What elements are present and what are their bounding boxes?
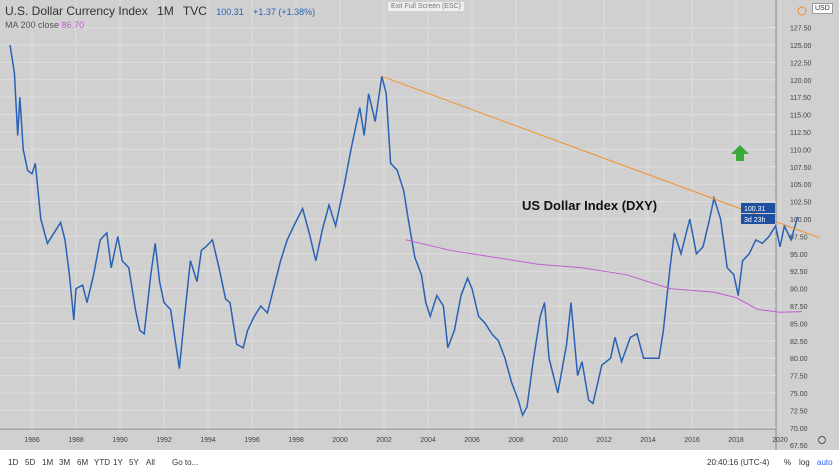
- y-tick-label: 77.50: [790, 374, 808, 381]
- y-tick-label: 87.50: [790, 304, 808, 311]
- ma-200-line: [405, 239, 803, 313]
- x-tick-label: 2010: [552, 437, 568, 444]
- y-tick-label: 67.50: [790, 443, 808, 450]
- x-tick-label: 2012: [596, 437, 612, 444]
- timeframe-1d[interactable]: 1D: [8, 458, 19, 467]
- x-tick-label: 2006: [464, 437, 480, 444]
- source: TVC: [182, 4, 207, 18]
- settings-gear-icon: [818, 436, 826, 444]
- x-tick-label: 2020: [772, 437, 788, 444]
- y-tick-label: 127.50: [790, 26, 812, 33]
- y-tick-label: 75.00: [790, 391, 808, 398]
- last-price-label: 100.31: [744, 206, 766, 213]
- timeframe-5d[interactable]: 5D: [25, 458, 36, 467]
- timeframe-1y[interactable]: 1Y: [113, 458, 123, 467]
- x-tick-label: 2016: [684, 437, 700, 444]
- x-tick-label: 2008: [508, 437, 524, 444]
- timeframe-ytd[interactable]: YTD: [94, 458, 110, 467]
- price-axis: [776, 0, 839, 450]
- x-tick-label: 2018: [728, 437, 744, 444]
- y-tick-label: 107.50: [790, 165, 812, 172]
- last-price: 100.31: [216, 7, 244, 17]
- y-tick-label: 92.50: [790, 269, 808, 276]
- y-tick-label: 120.00: [790, 78, 812, 85]
- x-tick-label: 1990: [112, 437, 128, 444]
- plot-area: [0, 0, 776, 429]
- up-arrow-icon: [731, 145, 749, 161]
- x-tick-label: 1988: [68, 437, 84, 444]
- timeframe-all[interactable]: All: [146, 458, 155, 467]
- x-tick-label: 1994: [200, 437, 216, 444]
- y-tick-label: 125.00: [790, 43, 812, 50]
- x-tick-label: 2002: [376, 437, 392, 444]
- y-tick-label: 115.00: [790, 113, 811, 120]
- ma-value: 86.70: [61, 20, 85, 30]
- x-tick-label: 1986: [24, 437, 40, 444]
- ma-label: MA 200 close: [5, 20, 60, 30]
- countdown-label: 3d 23h: [744, 217, 766, 224]
- y-tick-label: 122.50: [790, 60, 812, 67]
- y-tick-label: 82.50: [790, 339, 808, 346]
- bottom-toolbar: 1D 5D 1M 3M 6M YTD 1Y 5Y All Go to... 20:40:16 (…: [0, 450, 839, 472]
- y-tick-label: 85.00: [790, 321, 808, 328]
- goto-button[interactable]: Go to...: [172, 458, 199, 467]
- y-tick-label: 70.00: [790, 426, 808, 433]
- y-tick-label: 105.00: [790, 182, 812, 189]
- countdown-badge: [741, 214, 775, 224]
- x-tick-label: 1992: [156, 437, 172, 444]
- x-tick-label: 2014: [640, 437, 656, 444]
- y-tick-label: 117.50: [790, 95, 811, 102]
- ma-legend[interactable]: MA 200 close 86.70: [5, 20, 84, 30]
- symbol-name[interactable]: U.S. Dollar Currency Index: [5, 4, 148, 18]
- y-tick-label: 102.50: [790, 200, 812, 207]
- y-tick-label: 110.00: [790, 147, 811, 154]
- legend-header: U.S. Dollar Currency Index 1M TVC 100.31…: [5, 4, 321, 18]
- timeframe-1m[interactable]: 1M: [42, 458, 54, 467]
- timeframe-5y[interactable]: 5Y: [129, 458, 139, 467]
- x-tick-label: 1998: [288, 437, 304, 444]
- chart-annotation[interactable]: US Dollar Index (DXY): [522, 198, 658, 213]
- dxy-price-line: [9, 44, 799, 418]
- y-tick-label: 97.50: [790, 234, 808, 241]
- currency-badge[interactable]: USD: [812, 3, 833, 14]
- exit-fullscreen-button[interactable]: Exit Full Screen (ESC): [388, 2, 465, 11]
- timeframe-6m[interactable]: 6M: [77, 458, 89, 467]
- y-tick-label: 90.00: [790, 287, 808, 294]
- interval: 1M: [157, 4, 174, 18]
- alert-clock-icon: [797, 6, 807, 16]
- log-toggle[interactable]: log: [799, 458, 810, 467]
- percent-toggle[interactable]: %: [784, 458, 792, 467]
- x-tick-label: 1996: [244, 437, 260, 444]
- time-axis: [0, 429, 776, 450]
- x-tick-label: 2004: [420, 437, 436, 444]
- y-tick-label: 100.00: [790, 217, 812, 224]
- x-tick-label: 2000: [332, 437, 348, 444]
- auto-toggle[interactable]: auto: [817, 458, 833, 467]
- y-tick-label: 112.50: [790, 130, 811, 137]
- last-price-badge: [741, 203, 775, 213]
- price-change: +1.37 (+1.38%): [253, 7, 316, 17]
- y-tick-label: 95.00: [790, 252, 808, 259]
- y-tick-label: 72.50: [790, 408, 808, 415]
- clock: 20:40:16 (UTC-4): [707, 458, 770, 467]
- y-tick-label: 80.00: [790, 356, 808, 363]
- timeframe-3m[interactable]: 3M: [59, 458, 71, 467]
